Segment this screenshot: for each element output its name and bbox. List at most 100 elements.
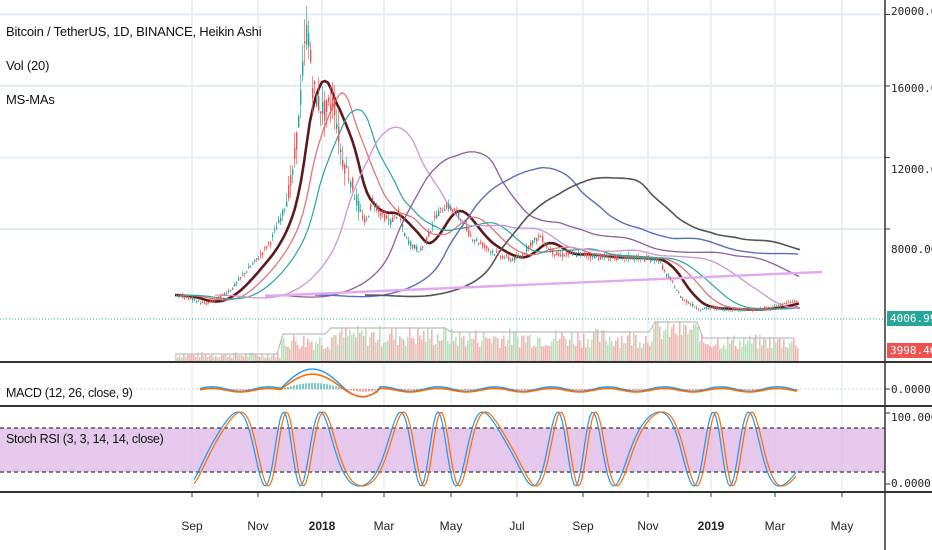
volume-bar: [261, 353, 263, 362]
volume-bar: [177, 357, 179, 362]
candle-body: [288, 184, 290, 199]
candle-body: [422, 246, 424, 248]
candle-body: [726, 309, 728, 311]
candle-body: [376, 205, 378, 211]
candle-body: [578, 252, 580, 254]
candle-body: [506, 255, 508, 257]
volume-bar: [439, 340, 441, 362]
volume-bar: [757, 348, 759, 362]
volume-bar: [759, 334, 761, 362]
volume-bar: [639, 342, 641, 362]
candle-body: [238, 278, 240, 281]
candle-body: [778, 305, 780, 307]
candle-body: [206, 303, 208, 305]
volume-bar: [361, 330, 363, 362]
candle-body: [602, 255, 604, 258]
macd-hist: [317, 383, 319, 390]
volume-bar: [747, 340, 749, 362]
volume-bar: [213, 357, 215, 362]
candle-body: [230, 290, 232, 292]
volume-bar: [415, 344, 417, 362]
volume-bar: [557, 340, 559, 362]
volume-bar: [373, 332, 375, 362]
candle-body: [650, 260, 652, 262]
candle-body: [414, 245, 416, 249]
volume-bar: [763, 337, 765, 362]
candle-body: [190, 297, 192, 299]
candle-body: [270, 242, 272, 245]
candle-body: [620, 255, 622, 257]
macd-hist: [467, 389, 469, 390]
x-tick-nov-2: Nov: [637, 519, 659, 533]
macd-hist: [518, 389, 520, 390]
macd-hist: [740, 389, 742, 390]
volume-bar: [315, 341, 317, 362]
candle-body: [416, 246, 418, 251]
volume-bar: [251, 352, 253, 362]
volume-bar: [711, 347, 713, 362]
candle-body: [744, 308, 746, 311]
candle-body: [378, 209, 380, 212]
candle-body: [530, 242, 532, 246]
volume-bar: [377, 340, 379, 362]
volume-bar: [689, 329, 691, 362]
macd-hist: [239, 389, 241, 390]
volume-bar: [179, 355, 181, 362]
macd-signal: [199, 373, 798, 398]
volume-bar: [273, 354, 275, 362]
candle-body: [666, 274, 668, 277]
volume-bar: [279, 357, 281, 362]
volume-bar: [301, 345, 303, 362]
macd-hist: [233, 389, 235, 390]
volume-bar: [511, 344, 513, 362]
volume-bar: [739, 339, 741, 362]
candle-body: [192, 298, 194, 301]
volume-bar: [529, 334, 531, 362]
candle-body: [572, 252, 574, 254]
volume-bar: [795, 345, 797, 362]
volume-bar: [587, 339, 589, 362]
candle-body: [696, 307, 698, 309]
candle-body: [314, 81, 316, 85]
candle-body: [302, 61, 304, 76]
volume-bar: [207, 356, 209, 362]
candle-body: [250, 266, 252, 268]
macd-hist: [755, 389, 757, 390]
volume-bar: [679, 321, 681, 362]
volume-bar: [457, 345, 459, 362]
candle-body: [472, 240, 474, 242]
volume-bar: [789, 343, 791, 362]
volume-bar: [285, 345, 287, 362]
volume-bar: [797, 348, 799, 362]
volume-bar: [523, 335, 525, 362]
volume-bar: [409, 327, 411, 362]
volume-bar: [555, 330, 557, 362]
candle-body: [464, 223, 466, 225]
volume-bar: [411, 338, 413, 362]
candle-body: [592, 254, 594, 258]
candle-body: [226, 293, 228, 295]
candle-body: [406, 237, 408, 239]
volume-bar: [637, 347, 639, 362]
volume-bar: [245, 353, 247, 362]
candle-body: [450, 206, 452, 210]
macd-hist: [245, 389, 247, 390]
candle-body: [212, 300, 214, 302]
volume-bar: [211, 354, 213, 362]
volume-bar: [197, 352, 199, 362]
volume-bar: [365, 327, 367, 362]
x-tick-sep-2: Sep: [572, 519, 594, 533]
candle-body: [792, 301, 794, 303]
stoch-rsi-label: Stoch RSI (3, 3, 14, 14, close): [6, 432, 164, 446]
volume-bar: [473, 339, 475, 362]
volume-bar: [183, 354, 185, 362]
volume-bar: [631, 345, 633, 362]
candle-body: [258, 258, 260, 260]
volume-bar: [319, 337, 321, 362]
macd-hist: [521, 389, 523, 390]
candle-body: [760, 308, 762, 310]
volume-bar: [495, 336, 497, 362]
volume-bar: [699, 341, 701, 362]
candle-body: [764, 306, 766, 308]
candle-body: [348, 178, 350, 180]
